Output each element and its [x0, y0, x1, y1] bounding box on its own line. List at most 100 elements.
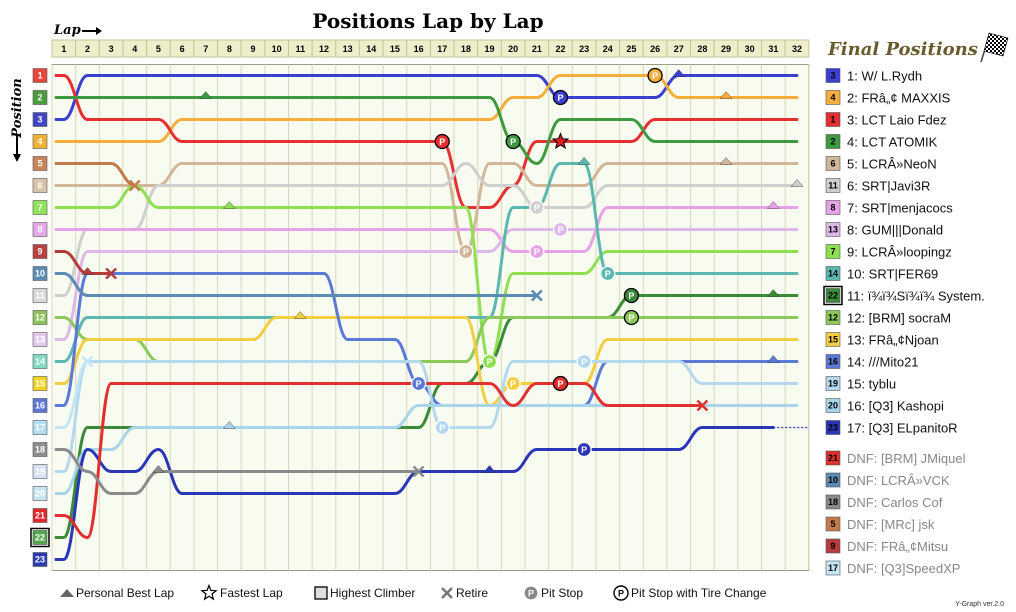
- dnf-start-position: 9: [830, 541, 835, 551]
- series-line: [54, 162, 799, 253]
- result-name: 17: [Q3] ELpanitoR: [847, 421, 958, 436]
- result-name: 2: FRâ„¢ MAXXIS: [847, 91, 951, 106]
- lap-tick-label: 21: [532, 44, 542, 54]
- dnf-start-box: [825, 516, 841, 532]
- lap-tick-label: 25: [626, 44, 636, 54]
- x-axis-arrow: [82, 27, 102, 35]
- lap-tick-label: 17: [437, 44, 447, 54]
- pit-letter: P: [487, 357, 493, 367]
- pit-circle: [623, 309, 640, 326]
- result-start-box: [825, 156, 841, 171]
- pit-circle: [647, 67, 663, 84]
- series-markers: P P P P P P P P P P P P P P P P P P: [81, 67, 804, 478]
- result-start-box: [825, 354, 841, 369]
- result-name: 1: W/ L.Rydh: [847, 69, 922, 84]
- grid-position-label: 23: [35, 555, 45, 565]
- series-lines: [54, 74, 809, 562]
- grid-position-label: 9: [37, 247, 42, 257]
- grid-position-box: [32, 530, 48, 545]
- pit-stop-marker: P: [481, 353, 498, 370]
- pit-letter: P: [463, 247, 469, 257]
- pit-tire-marker: P: [647, 67, 663, 84]
- grid-position-label: 16: [35, 401, 45, 411]
- lap-tick-label: 10: [272, 44, 282, 54]
- lap-header: 1 2 3 4 5 6 7 8 9 10 11 12 13 14 15 16 17 18 19 20 21 22 23 24 2…: [51, 39, 810, 58]
- lap-tick-label: 14: [366, 44, 376, 54]
- retire-marker: [105, 267, 118, 280]
- result-name: 12: [BRM] socraM: [847, 311, 951, 326]
- best-lap-marker: [81, 267, 94, 275]
- pit-letter: P: [439, 137, 445, 147]
- retire-legend-label: Retire: [456, 586, 488, 600]
- result-start-position: 3: [830, 71, 835, 81]
- best-lap-marker: [151, 465, 165, 473]
- result-start-box: [825, 68, 841, 83]
- fastest-lap-legend-icon: [200, 583, 218, 601]
- best-lap-marker: [719, 157, 733, 165]
- result-name: 6: SRT|Javi3R: [847, 179, 930, 194]
- pit-circle: [458, 243, 474, 260]
- pit-stop-legend-letter: P: [528, 589, 534, 599]
- result-start-box: [825, 310, 841, 325]
- result-start-box: [825, 90, 841, 105]
- pit-circle: [434, 133, 450, 150]
- lap-tick-label: 32: [792, 44, 802, 54]
- x-axis-label: Lap: [53, 23, 81, 38]
- dnf-start-box: [825, 472, 841, 488]
- result-start-position: 22: [828, 291, 838, 301]
- series-line: [54, 381, 704, 539]
- pit-circle: [434, 419, 450, 436]
- lap-tick-label: 27: [674, 44, 684, 54]
- pit-tire-marker: P: [552, 375, 569, 392]
- pit-circle: [505, 133, 521, 150]
- result-start-box: [825, 222, 841, 237]
- retire-marker: [696, 399, 709, 412]
- result-name: 7: SRT|menjacocs: [847, 201, 953, 216]
- best-lap-marker: [766, 201, 780, 209]
- best-lap-marker: [719, 91, 733, 99]
- pit-tire-marker: P: [434, 133, 450, 150]
- grid-position-label: 18: [35, 445, 45, 455]
- y-axis-label: Position: [10, 78, 25, 138]
- highest-climber-icon: [30, 527, 50, 548]
- dnf-start-position: 21: [828, 453, 838, 463]
- pit-stop-legend-label: Pit Stop: [541, 586, 583, 600]
- grid-position-label: 7: [37, 203, 42, 213]
- result-name: 15: tyblu: [847, 377, 896, 392]
- pit-stop-marker: P: [576, 441, 592, 458]
- pit-stop-marker: P: [529, 199, 545, 216]
- result-start-box: [825, 332, 841, 347]
- lap-tick-label: 3: [109, 44, 114, 54]
- result-start-position: 7: [830, 247, 835, 257]
- result-start-box: [825, 134, 841, 149]
- grid-position-label: 1: [37, 71, 42, 81]
- lap-tick-label: 2: [85, 44, 90, 54]
- result-start-box: [825, 178, 841, 193]
- pit-circle: [481, 353, 498, 370]
- pit-letter: P: [557, 93, 563, 103]
- series-line: [54, 162, 799, 297]
- grid-position-label: 3: [37, 115, 42, 125]
- result-start-box: [825, 244, 841, 259]
- result-name: 13: FRâ„¢Njoan: [847, 333, 939, 348]
- grid-position-label: 6: [37, 181, 42, 191]
- pit-tire-marker: P: [505, 133, 521, 150]
- retire-marker: [81, 355, 94, 368]
- result-name: 3: LCT Laio Fdez: [847, 113, 946, 128]
- lap-tick-label: 22: [555, 44, 565, 54]
- pit-circle: [552, 375, 569, 392]
- lap-tick-label: 18: [461, 44, 471, 54]
- dnf-start-box: [825, 494, 841, 510]
- dnf-name: DNF: [BRM] JMiquel: [847, 451, 966, 466]
- legend: Personal Best Lap Fastest Lap Highest Clim…: [60, 583, 767, 601]
- grid-position-box: [32, 486, 48, 501]
- retire-marker: [128, 179, 141, 192]
- grid-position-label: 20: [35, 489, 45, 499]
- grid-position-box: [32, 332, 48, 347]
- pit-stop-marker: P: [434, 419, 450, 436]
- best-lap-marker: [222, 421, 236, 429]
- grid-position-box: [32, 508, 48, 523]
- lap-tick-label: 23: [579, 44, 589, 54]
- retire-stroke: [81, 355, 94, 368]
